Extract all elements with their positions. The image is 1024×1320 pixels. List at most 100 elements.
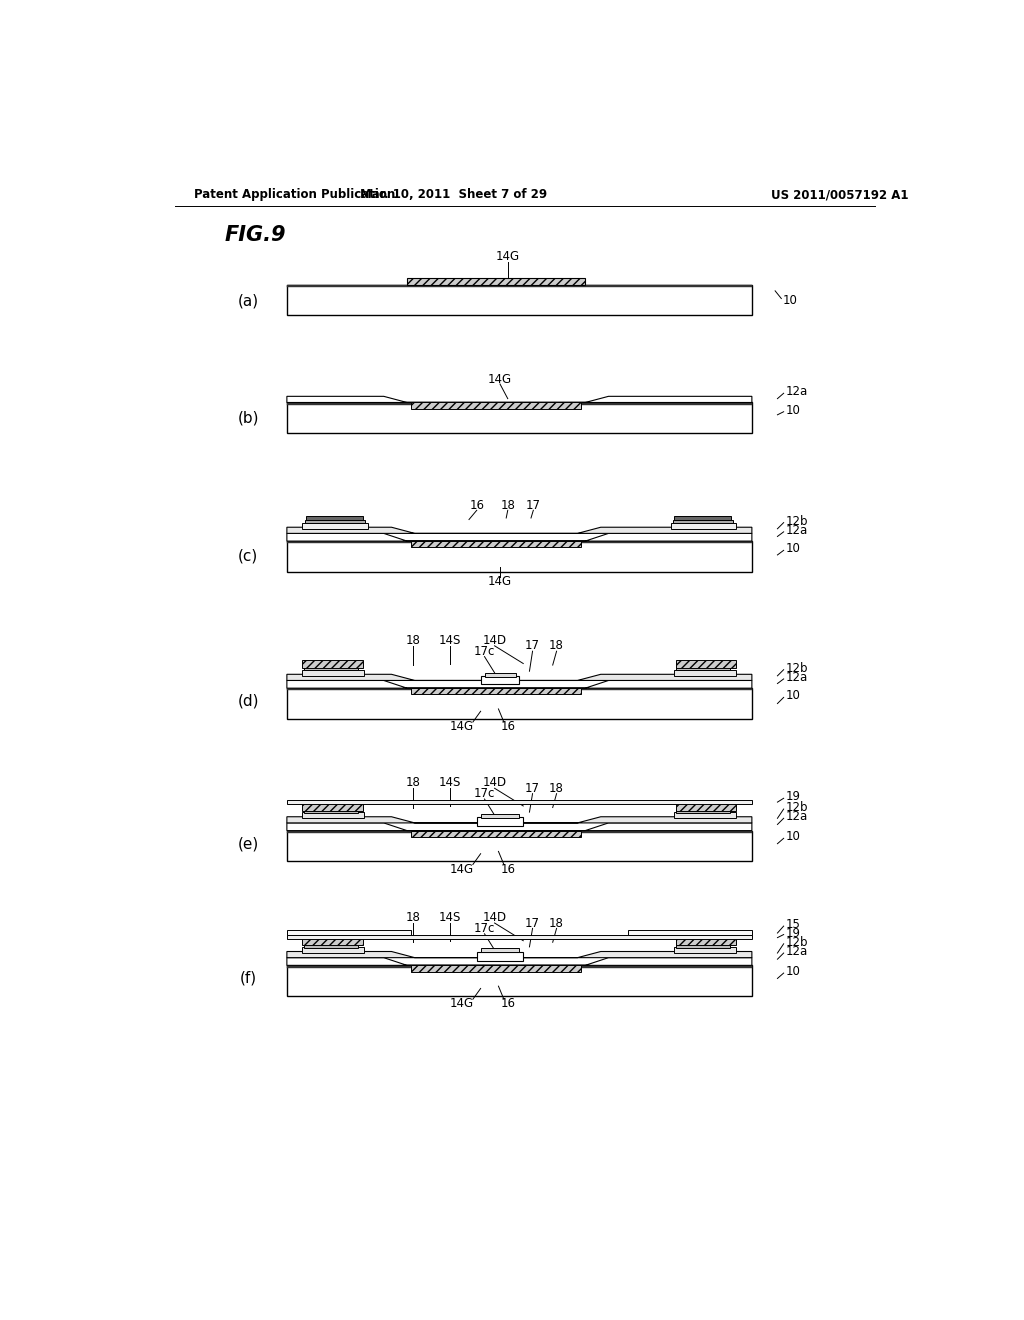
Bar bbox=[675, 946, 736, 953]
Text: 12b: 12b bbox=[785, 936, 808, 949]
Text: 17c: 17c bbox=[474, 644, 496, 657]
Text: 19: 19 bbox=[785, 927, 800, 940]
Bar bbox=[287, 965, 752, 997]
Text: 12a: 12a bbox=[785, 524, 808, 537]
Text: 10: 10 bbox=[783, 294, 798, 308]
Text: 16: 16 bbox=[501, 862, 515, 875]
Text: 10: 10 bbox=[785, 543, 800, 556]
Bar bbox=[477, 952, 523, 961]
Bar bbox=[287, 830, 752, 833]
Text: 17c: 17c bbox=[474, 787, 496, 800]
Text: 17: 17 bbox=[526, 499, 541, 512]
Text: 14S: 14S bbox=[438, 776, 461, 789]
Bar bbox=[675, 669, 736, 676]
Bar bbox=[302, 803, 362, 810]
Text: 18: 18 bbox=[549, 639, 564, 652]
Bar bbox=[287, 800, 752, 804]
Bar bbox=[302, 660, 362, 668]
Text: 12b: 12b bbox=[785, 801, 808, 814]
Text: (c): (c) bbox=[238, 549, 258, 564]
Bar bbox=[302, 523, 369, 529]
Bar bbox=[628, 929, 752, 936]
Bar bbox=[411, 541, 582, 548]
Polygon shape bbox=[287, 527, 752, 533]
Bar bbox=[287, 965, 752, 968]
Text: 17: 17 bbox=[525, 639, 540, 652]
Bar bbox=[304, 809, 358, 813]
Text: FIG.9: FIG.9 bbox=[225, 226, 287, 246]
Bar bbox=[287, 688, 752, 719]
Bar bbox=[304, 667, 358, 671]
Text: 12a: 12a bbox=[785, 385, 808, 399]
Text: 12a: 12a bbox=[785, 810, 808, 824]
Text: 16: 16 bbox=[501, 998, 515, 1010]
Text: 18: 18 bbox=[549, 916, 564, 929]
Bar bbox=[407, 277, 586, 285]
Text: 15: 15 bbox=[785, 917, 800, 931]
Bar bbox=[676, 809, 730, 813]
Text: 17c: 17c bbox=[474, 921, 496, 935]
Text: (f): (f) bbox=[240, 972, 257, 986]
Polygon shape bbox=[287, 958, 752, 965]
Bar bbox=[287, 403, 752, 405]
Bar bbox=[477, 817, 523, 826]
Text: Mar. 10, 2011  Sheet 7 of 29: Mar. 10, 2011 Sheet 7 of 29 bbox=[360, 187, 547, 201]
Bar bbox=[302, 946, 365, 953]
Polygon shape bbox=[287, 533, 752, 541]
Text: 14G: 14G bbox=[450, 862, 473, 875]
Bar bbox=[306, 516, 362, 520]
Polygon shape bbox=[287, 952, 752, 958]
Text: 18: 18 bbox=[406, 911, 421, 924]
Bar bbox=[676, 803, 736, 810]
Text: (a): (a) bbox=[238, 293, 259, 309]
Text: 10: 10 bbox=[785, 830, 800, 843]
Text: 16: 16 bbox=[501, 721, 515, 733]
Text: 14G: 14G bbox=[496, 251, 520, 264]
Text: Patent Application Publication: Patent Application Publication bbox=[194, 187, 395, 201]
Text: 14D: 14D bbox=[482, 634, 507, 647]
Bar bbox=[676, 944, 730, 948]
Text: 14D: 14D bbox=[482, 911, 507, 924]
Text: 12b: 12b bbox=[785, 661, 808, 675]
Bar bbox=[287, 541, 752, 544]
Text: 12b: 12b bbox=[785, 515, 808, 528]
Bar bbox=[302, 812, 365, 818]
Bar bbox=[675, 812, 736, 818]
Bar bbox=[411, 965, 582, 972]
Text: (e): (e) bbox=[238, 836, 259, 851]
Bar bbox=[673, 520, 733, 524]
Bar bbox=[305, 520, 366, 524]
Text: 17: 17 bbox=[525, 781, 540, 795]
Text: 18: 18 bbox=[501, 499, 515, 512]
Text: 14G: 14G bbox=[488, 576, 512, 589]
Bar bbox=[480, 813, 519, 817]
Bar bbox=[484, 673, 515, 677]
Bar bbox=[287, 285, 752, 286]
Bar bbox=[287, 929, 411, 936]
Bar bbox=[304, 944, 358, 948]
Text: 14D: 14D bbox=[482, 776, 507, 789]
Text: 19: 19 bbox=[785, 791, 800, 804]
Text: 17: 17 bbox=[525, 916, 540, 929]
Text: (d): (d) bbox=[238, 694, 259, 709]
Bar bbox=[302, 937, 362, 945]
Text: 14G: 14G bbox=[450, 721, 473, 733]
Bar bbox=[480, 676, 519, 684]
Text: (b): (b) bbox=[238, 411, 259, 425]
Bar bbox=[287, 285, 752, 315]
Bar bbox=[411, 830, 582, 837]
Text: 10: 10 bbox=[785, 689, 800, 702]
Text: 12a: 12a bbox=[785, 945, 808, 958]
Text: 10: 10 bbox=[785, 404, 800, 417]
Text: 18: 18 bbox=[406, 776, 421, 789]
Text: 14G: 14G bbox=[488, 372, 512, 385]
Polygon shape bbox=[287, 817, 752, 822]
Polygon shape bbox=[287, 681, 752, 688]
Bar bbox=[287, 830, 752, 862]
Polygon shape bbox=[287, 822, 752, 830]
Bar bbox=[676, 937, 736, 945]
Text: 14G: 14G bbox=[450, 998, 473, 1010]
Text: 14S: 14S bbox=[438, 911, 461, 924]
Bar bbox=[287, 688, 752, 690]
Bar bbox=[287, 403, 752, 433]
